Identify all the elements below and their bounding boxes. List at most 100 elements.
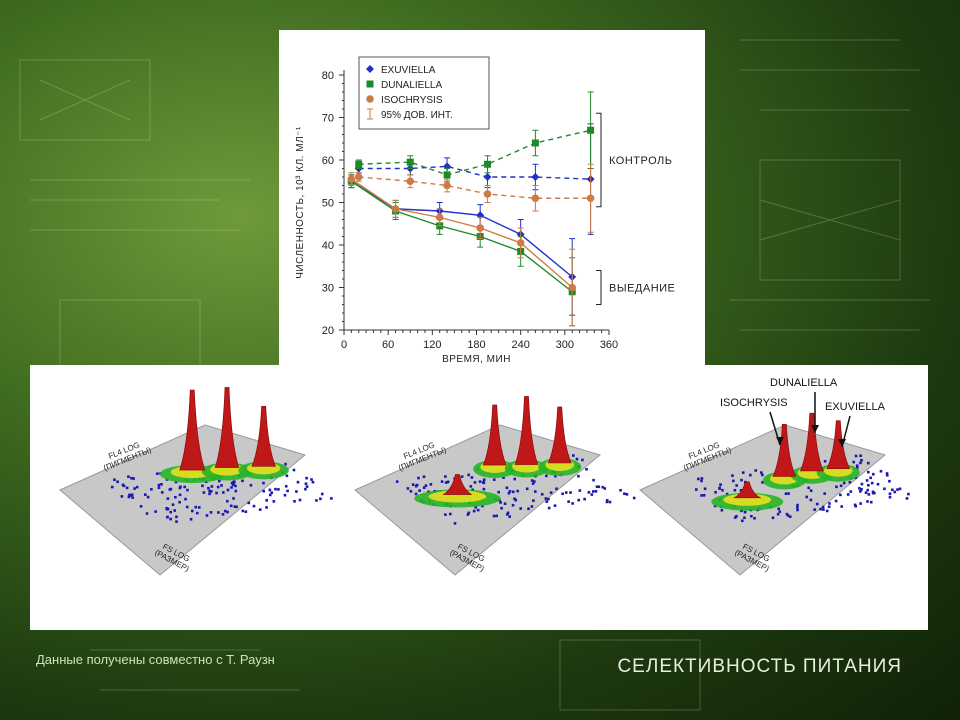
cytogram-event-dot: [178, 500, 181, 504]
data-point: [443, 171, 451, 179]
cytogram-event-dot: [120, 495, 124, 498]
control-label: КОНТРОЛЬ: [609, 155, 672, 167]
cytogram-event-dot: [859, 502, 862, 505]
cytogram-event-dot: [283, 493, 287, 497]
cytogram-event-dot: [184, 497, 187, 501]
cytogram-event-dot: [467, 473, 470, 477]
cytogram-event-dot: [218, 479, 221, 483]
cytogram-event-dot: [632, 496, 636, 500]
cytogram-event-dot: [132, 477, 135, 480]
cytogram-event-dot: [406, 487, 410, 490]
cytogram-event-dot: [575, 457, 579, 461]
cytogram-event-dot: [848, 480, 852, 484]
data-point: [355, 160, 363, 168]
cytogram-event-dot: [169, 517, 172, 521]
cytogram-event-dot: [130, 493, 134, 497]
cytogram-event-dot: [220, 484, 223, 487]
cytogram-event-dot: [305, 485, 309, 488]
x-tick-label: 180: [467, 339, 485, 351]
cytogram-event-dot: [505, 486, 509, 490]
cytogram-event-dot: [749, 473, 752, 477]
cytogram-event-dot: [864, 491, 868, 494]
cytogram-peak: [442, 474, 473, 495]
cytogram-event-dot: [469, 485, 473, 488]
data-point: [443, 181, 451, 190]
cytogram-event-dot: [866, 488, 869, 492]
cytogram-event-dot: [507, 491, 511, 495]
cytogram-event-dot: [619, 488, 622, 492]
cytogram-event-dot: [234, 484, 237, 488]
cytogram-event-dot: [853, 503, 857, 507]
y-tick-label: 20: [322, 325, 334, 337]
data-point: [483, 173, 492, 181]
cytogram-event-dot: [482, 478, 486, 482]
cytogram-event-dot: [771, 516, 775, 520]
cytograms-3d: FL4 LOG(ПИГМЕНТЫ)FS LOG(РАЗМЕР)FL4 LOG(П…: [59, 377, 910, 576]
cytogram-event-dot: [429, 483, 433, 486]
cytogram-event-dot: [605, 500, 609, 504]
cytogram-event-dot: [511, 490, 515, 494]
cytogram-peak: [799, 412, 824, 472]
x-tick-label: 0: [341, 339, 347, 351]
cytogram-event-dot: [508, 490, 512, 493]
cytogram-event-dot: [298, 498, 302, 502]
cytogram-2: FL4 LOG(ПИГМЕНТЫ)FS LOG(РАЗМЕР): [354, 396, 636, 576]
series-grazing-exuviella: [347, 174, 577, 316]
cytogram-peak: [826, 420, 851, 470]
cytogram-event-dot: [174, 480, 178, 484]
cytogram-event-dot: [796, 506, 799, 509]
cytogram-event-dot: [594, 490, 598, 493]
cytogram-peak: [547, 406, 572, 464]
cytogram-event-dot: [209, 511, 213, 514]
cytogram-event-dot: [840, 505, 844, 508]
cytogram-event-dot: [867, 470, 870, 474]
cytogram-event-dot: [197, 506, 201, 509]
cytogram-event-dot: [760, 471, 763, 474]
cytogram-event-dot: [229, 504, 233, 508]
cytogram-event-dot: [284, 462, 287, 466]
cytogram-event-dot: [867, 461, 870, 465]
cytogram-event-dot: [311, 480, 315, 484]
cytogram-event-dot: [860, 458, 863, 462]
cytogram-event-dot: [157, 486, 161, 490]
cytogram-peak: [482, 404, 507, 466]
cytogram-event-dot: [296, 480, 300, 484]
cytogram-event-dot: [202, 491, 206, 494]
cytogram-event-dot: [449, 512, 452, 516]
data-point: [391, 205, 400, 213]
cytogram-event-dot: [876, 482, 880, 486]
cytogram-event-dot: [235, 505, 238, 509]
cytogram-event-dot: [867, 483, 870, 487]
cytogram-event-dot: [697, 477, 700, 481]
cytogram-event-dot: [888, 492, 892, 496]
cytogram-event-dot: [414, 484, 418, 488]
cytogram-event-dot: [513, 497, 516, 501]
cytogram-event-dot: [225, 499, 229, 503]
cytogram-event-dot: [839, 493, 842, 497]
cytogram-event-dot: [694, 488, 698, 491]
cytogram-event-dot: [571, 502, 574, 505]
cytogram-event-dot: [739, 489, 743, 492]
cytogram-event-dot: [241, 509, 245, 513]
cytogram-event-dot: [740, 519, 744, 523]
cytogram-event-dot: [525, 487, 529, 491]
cytogram-event-dot: [883, 487, 886, 491]
cytogram-event-dot: [169, 510, 173, 514]
data-point: [531, 139, 539, 147]
cytogram-event-dot: [608, 500, 612, 504]
data-point: [516, 239, 525, 247]
cytogram-event-dot: [216, 485, 220, 489]
cytogram-event-dot: [315, 499, 318, 502]
control-bracket: [596, 112, 602, 208]
grazing-bracket: [596, 270, 602, 305]
cytogram-event-dot: [125, 486, 129, 490]
cytogram-event-dot: [871, 472, 875, 476]
x-axis-title: ВРЕМЯ, МИН: [442, 354, 511, 365]
cytogram-event-dot: [160, 483, 163, 486]
peak-arrow-head: [776, 437, 784, 445]
y-tick-label: 80: [322, 70, 334, 82]
cytogram-peak: [732, 481, 762, 499]
data-point: [586, 194, 595, 203]
cytogram-event-dot: [547, 506, 551, 510]
cytogram-event-dot: [898, 487, 902, 491]
